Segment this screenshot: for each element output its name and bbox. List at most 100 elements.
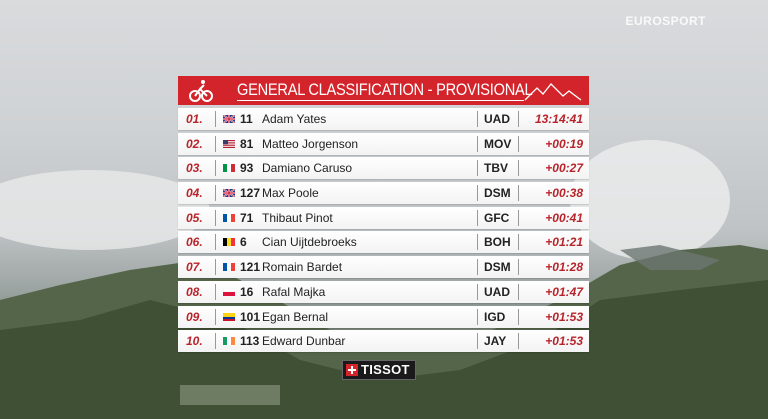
team-code: IGD xyxy=(484,309,506,324)
flag-ie-icon xyxy=(223,337,235,346)
row-divider xyxy=(518,209,519,226)
row-divider xyxy=(477,111,478,127)
panel-title: GENERAL CLASSIFICATION - PROVISIONAL xyxy=(237,80,533,99)
classification-panel: GENERAL CLASSIFICATION - PROVISIONAL 01.… xyxy=(178,76,589,353)
rider-name: Cian Uijtdebroeks xyxy=(262,235,357,250)
row-divider xyxy=(518,135,519,152)
rider-name: Damiano Caruso xyxy=(262,161,353,176)
time-gap: +01:53 xyxy=(545,309,583,324)
row-divider xyxy=(215,308,216,325)
flag-gb-icon xyxy=(223,115,235,123)
row-divider xyxy=(215,111,216,127)
rider-name: Rafal Majka xyxy=(262,284,326,299)
row-divider xyxy=(215,135,216,152)
team-code: GFC xyxy=(484,210,510,225)
row-divider xyxy=(477,283,478,300)
team-code: DSM xyxy=(484,260,511,275)
flag-it-icon xyxy=(223,164,235,173)
team-code: BOH xyxy=(484,235,511,250)
row-divider xyxy=(477,209,478,226)
rider-name: Thibaut Pinot xyxy=(262,210,333,225)
cyclist-logo-icon xyxy=(189,80,213,102)
time-gap: +01:53 xyxy=(545,334,583,349)
team-code: TBV xyxy=(484,161,508,176)
row-divider xyxy=(215,185,216,202)
row-divider xyxy=(518,308,519,325)
standings-row: 06. 6 Cian Uijtdebroeks BOH +01:21 xyxy=(178,231,589,254)
row-divider xyxy=(477,135,478,152)
flag-co-icon xyxy=(223,312,235,321)
flag-fr-icon xyxy=(223,263,235,272)
sponsor-logo: TISSOT xyxy=(342,360,416,380)
rider-number: 11 xyxy=(240,112,253,126)
rider-number: 93 xyxy=(240,161,254,176)
rank-label: 10. xyxy=(186,334,203,349)
flag-pl-icon xyxy=(223,287,235,296)
standings-row: 05. 71 Thibaut Pinot GFC +00:41 xyxy=(178,206,589,229)
row-divider xyxy=(518,234,519,251)
rider-number: 6 xyxy=(240,235,247,250)
standings-row: 03. 93 Damiano Caruso TBV +00:27 xyxy=(178,157,589,180)
flag-be-icon xyxy=(223,238,235,247)
broadcaster-watermark: EUROSPORT xyxy=(625,14,706,28)
standings-row: 07. 121 Romain Bardet DSM +01:28 xyxy=(178,256,589,279)
rider-number: 16 xyxy=(240,284,254,299)
time-gap: +00:19 xyxy=(545,136,583,151)
rider-name: Edward Dunbar xyxy=(262,334,346,349)
row-divider xyxy=(215,259,216,276)
team-code: MOV xyxy=(484,136,512,151)
rider-name: Max Poole xyxy=(262,186,319,201)
time-gap: +00:38 xyxy=(545,186,583,201)
time-gap: +01:47 xyxy=(545,284,583,299)
rank-label: 08. xyxy=(186,284,203,299)
rider-name: Egan Bernal xyxy=(262,309,329,324)
rank-label: 06. xyxy=(186,235,203,250)
swiss-cross-icon xyxy=(346,364,358,376)
team-code: DSM xyxy=(484,186,511,201)
row-divider xyxy=(215,209,216,226)
rider-number: 113 xyxy=(240,334,260,349)
rank-label: 03. xyxy=(186,161,203,176)
rider-number: 121 xyxy=(240,260,261,275)
row-divider xyxy=(477,160,478,177)
row-divider xyxy=(518,111,519,127)
row-divider xyxy=(518,160,519,177)
time-gap: +00:41 xyxy=(545,210,583,225)
rider-name: Adam Yates xyxy=(262,112,327,126)
team-code: UAD xyxy=(484,112,510,126)
row-divider xyxy=(477,185,478,202)
rank-label: 02. xyxy=(186,136,203,151)
standings-row: 08. 16 Rafal Majka UAD +01:47 xyxy=(178,280,589,303)
rider-number: 81 xyxy=(240,136,254,151)
standings-row: 02. 81 Matteo Jorgenson MOV +00:19 xyxy=(178,132,589,155)
row-divider xyxy=(477,259,478,276)
team-code: UAD xyxy=(484,284,510,299)
rider-number: 101 xyxy=(240,309,261,324)
time-gap: 13:14:41 xyxy=(534,112,583,126)
rank-label: 04. xyxy=(186,186,203,201)
rank-label: 01. xyxy=(186,112,203,126)
rank-label: 07. xyxy=(186,260,203,275)
row-divider xyxy=(518,333,519,350)
row-divider xyxy=(518,185,519,202)
row-divider xyxy=(477,234,478,251)
row-divider xyxy=(518,283,519,300)
watermark-brand: EUROSPORT xyxy=(625,14,706,28)
row-divider xyxy=(477,333,478,350)
row-divider xyxy=(215,333,216,350)
rank-label: 09. xyxy=(186,309,203,324)
row-divider xyxy=(215,283,216,300)
team-code: JAY xyxy=(484,334,507,349)
sponsor-name: TISSOT xyxy=(361,362,410,377)
row-divider xyxy=(215,160,216,177)
standings-row: 04. 127 Max Poole DSM +00:38 xyxy=(178,182,589,205)
row-divider xyxy=(518,259,519,276)
rider-name: Romain Bardet xyxy=(262,260,343,275)
time-gap: +01:28 xyxy=(545,260,583,275)
standings-row: 10. 113 Edward Dunbar JAY +01:53 xyxy=(178,330,589,353)
row-divider xyxy=(477,308,478,325)
standings-row: 01. 11 Adam Yates UAD 13:14:41 xyxy=(178,108,589,130)
flag-us-icon xyxy=(223,139,235,148)
row-divider xyxy=(215,234,216,251)
rider-number: 127 xyxy=(240,186,261,201)
